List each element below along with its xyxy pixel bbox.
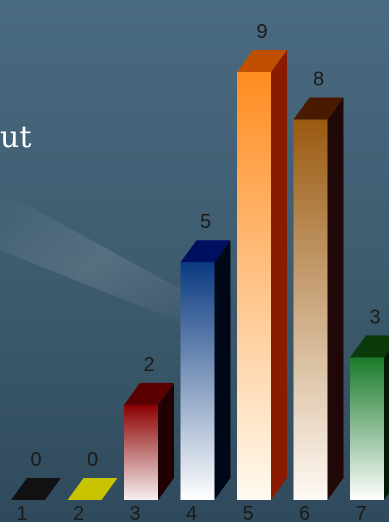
- labels-group: 0 1 0 2 2 3 5 4 9 5 8 6 3 7: [16, 21, 380, 522]
- bar-4: [180, 240, 231, 500]
- data-label-2: 0: [87, 449, 98, 471]
- bar-front-face: [293, 119, 328, 501]
- bar-top-face: [180, 240, 231, 263]
- bar-5: [237, 50, 287, 500]
- x-tick-label-1: 1: [16, 503, 27, 522]
- bars-group: [11, 50, 389, 501]
- data-label-4: 5: [200, 211, 211, 233]
- x-tick-label-6: 6: [299, 503, 310, 522]
- bar-front-face: [180, 262, 215, 500]
- data-label-3: 2: [143, 354, 154, 376]
- partial-title-text: ut: [0, 120, 32, 155]
- data-label-5: 9: [256, 21, 267, 43]
- data-label-7: 3: [369, 306, 380, 328]
- data-label-6: 8: [313, 69, 324, 91]
- bar-top-face: [237, 50, 287, 72]
- x-tick-label-5: 5: [242, 503, 253, 522]
- bar-side-face: [214, 240, 231, 500]
- bar-front-face: [350, 357, 384, 500]
- bar-6: [293, 97, 344, 501]
- data-label-1: 0: [30, 449, 41, 471]
- x-tick-label-3: 3: [129, 503, 140, 522]
- x-tick-label-7: 7: [355, 503, 366, 522]
- bar-top-face: [11, 478, 61, 500]
- bar-front-face: [124, 404, 158, 500]
- bar-top-face: [350, 335, 389, 358]
- bar-2: [67, 478, 118, 500]
- bar-side-face: [158, 382, 174, 500]
- bar-side-face: [271, 50, 287, 500]
- bar-top-face: [67, 478, 118, 500]
- x-tick-label-4: 4: [186, 503, 197, 522]
- bar-side-face: [384, 350, 389, 500]
- x-tick-label-2: 2: [73, 503, 84, 522]
- bar-1: [11, 478, 61, 500]
- bar-3: [124, 382, 174, 500]
- bar-side-face: [327, 97, 344, 501]
- bar-top-face: [124, 382, 174, 405]
- bar-front-face: [237, 72, 271, 500]
- background-light-streak: [0, 190, 200, 330]
- bar-7: [350, 335, 389, 500]
- bar-top-face: [293, 97, 344, 120]
